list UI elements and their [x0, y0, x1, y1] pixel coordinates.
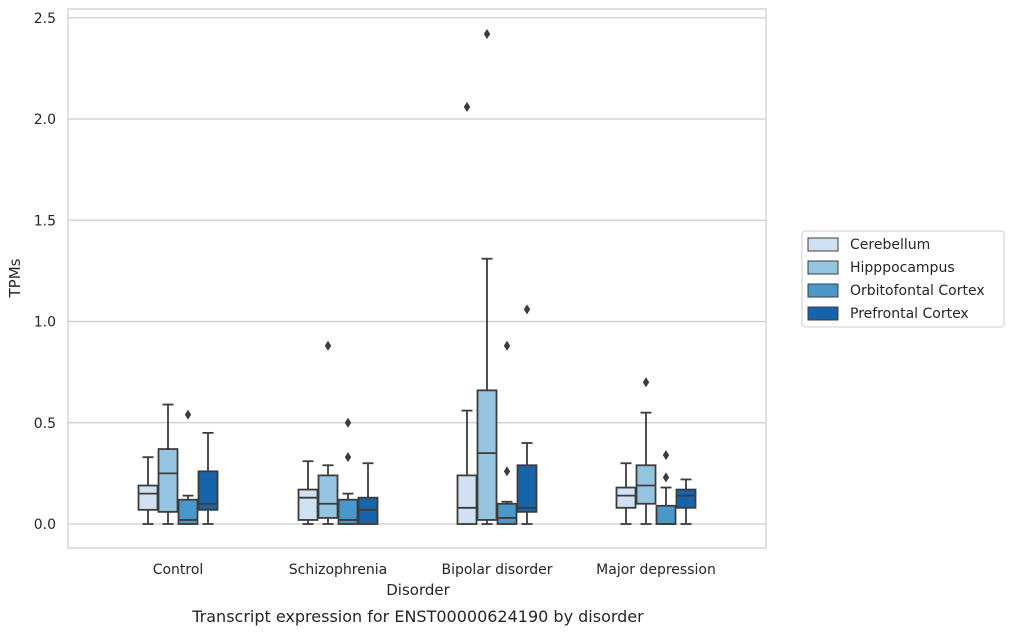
outlier-point	[463, 101, 471, 112]
box-body	[337, 498, 359, 525]
outlier-point	[523, 304, 531, 315]
box-3-0	[197, 431, 219, 525]
y-tick-label: 1.5	[34, 213, 56, 229]
box-3-1	[357, 462, 379, 525]
box-0-3	[615, 462, 637, 525]
box-body	[675, 488, 697, 509]
box-2-2	[496, 340, 518, 525]
box-body	[197, 470, 219, 511]
legend-swatch	[807, 237, 839, 252]
box-2-1	[337, 417, 359, 525]
x-axis-label: Disorder	[386, 581, 450, 599]
box-1-1	[317, 340, 339, 525]
box-body	[476, 389, 498, 521]
y-tick-label: 0.5	[34, 416, 56, 432]
box-body	[635, 464, 657, 505]
y-axis-ticks: 0.0 0.5 1.0 1.5 2.0 2.5	[34, 11, 56, 533]
x-tick-label: Control	[153, 562, 204, 578]
box-body	[357, 496, 379, 525]
box-0-2	[456, 101, 478, 525]
box-body	[456, 474, 478, 525]
x-tick-label: Major depression	[596, 562, 716, 578]
box-body	[177, 498, 199, 525]
legend-label: Cerebellum	[850, 237, 930, 253]
outlier-point	[344, 417, 352, 428]
outlier-point	[662, 472, 670, 483]
legend-swatch	[807, 260, 839, 275]
box-3-2	[516, 304, 538, 525]
box-1-3	[635, 377, 657, 525]
legend-label: Orbitofontal Cortex	[850, 283, 985, 299]
legend-label: Prefrontal Cortex	[850, 306, 969, 322]
legend-swatch	[807, 306, 839, 321]
legend-label: Hipppocampus	[850, 260, 955, 276]
box-1-0	[157, 403, 179, 525]
box-body	[655, 504, 677, 525]
box-1-2	[476, 28, 498, 525]
y-axis-label: TPMs	[6, 258, 24, 298]
y-tick-label: 2.0	[34, 112, 56, 128]
x-tick-label: Bipolar disorder	[441, 562, 552, 578]
legend: Cerebellum Hipppocampus Orbitofontal Corte…	[801, 230, 1005, 328]
outlier-point	[662, 450, 670, 461]
outlier-point	[344, 452, 352, 463]
box-3-3	[675, 478, 697, 525]
box-0-1	[297, 460, 319, 525]
x-axis-ticks: Control Schizophrenia Bipolar disorder Majo…	[153, 562, 716, 578]
box-body	[496, 502, 518, 525]
box-2-0	[177, 409, 199, 525]
boxes	[137, 28, 697, 525]
box-body	[317, 474, 339, 519]
box-0-0	[137, 456, 159, 525]
outlier-point	[503, 340, 511, 351]
y-tick-label: 1.0	[34, 315, 56, 331]
box-body	[157, 448, 179, 513]
box-body	[297, 488, 319, 521]
legend-frame	[801, 230, 1005, 328]
x-tick-label: Schizophrenia	[289, 562, 387, 578]
figure-caption: Transcript expression for ENST0000062419…	[191, 607, 644, 626]
box-2-3	[655, 450, 677, 525]
box-body	[516, 464, 538, 513]
box-body	[137, 484, 159, 511]
box-body	[615, 486, 637, 509]
outlier-point	[324, 340, 332, 351]
outlier-point	[503, 466, 511, 477]
outlier-point	[483, 28, 491, 39]
outlier-point	[184, 409, 192, 420]
y-tick-label: 2.5	[34, 11, 56, 27]
plot-area	[67, 8, 767, 549]
y-tick-label: 0.0	[34, 517, 56, 533]
outlier-point	[642, 377, 650, 388]
legend-swatch	[807, 283, 839, 298]
